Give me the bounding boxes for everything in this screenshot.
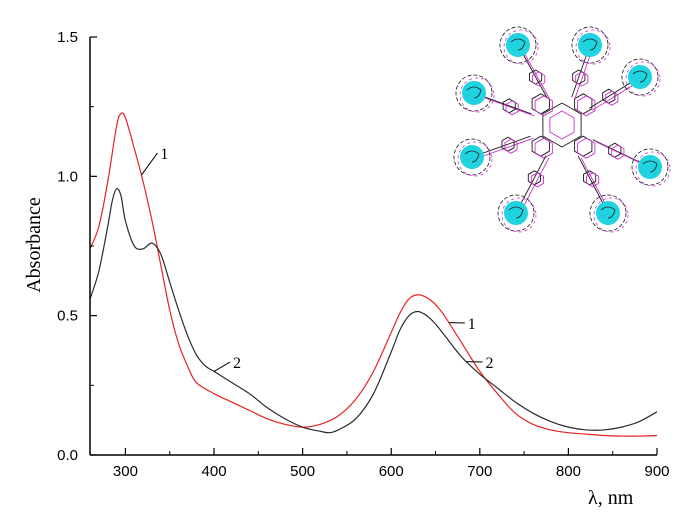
curve-label: 1	[468, 316, 476, 333]
cation-sphere	[578, 33, 602, 57]
crown-ether-arm	[571, 26, 611, 100]
crown-ether-arm	[592, 139, 671, 187]
curve-label-leader	[213, 361, 231, 372]
cation-sphere	[596, 201, 620, 225]
cation-sphere	[460, 145, 484, 169]
cation-sphere	[638, 155, 662, 179]
plot-area	[89, 112, 658, 437]
y-tick-label: 0.5	[57, 308, 78, 325]
crown-ether-arm	[499, 26, 550, 100]
y-tick-label: 1.0	[57, 168, 78, 185]
y-tick-label: 0.0	[57, 447, 78, 464]
cation-sphere	[628, 65, 652, 89]
molecule-structure-inset	[453, 26, 671, 233]
series-2-line	[89, 188, 658, 434]
curve-label-leader	[140, 152, 158, 176]
x-axis-title: λ, nm	[588, 487, 634, 509]
tick-labels: 300 400 500 600 700 800 900 0.0 0.5 1.0 1.5	[57, 29, 669, 480]
crown-ether-arm	[577, 155, 629, 233]
ticks	[90, 36, 658, 456]
cation-sphere	[504, 201, 528, 225]
x-tick-label: 400	[202, 463, 227, 480]
y-axis-title: Absorbance	[23, 197, 45, 293]
crown-ether-arm	[497, 155, 550, 233]
x-tick-label: 300	[113, 463, 138, 480]
crown-ether-arm	[589, 58, 661, 111]
curve-labels: 1 1 2 2	[140, 146, 494, 372]
crown-ether-arm	[453, 135, 534, 177]
curve-label: 2	[233, 355, 241, 372]
crown-ether-arm	[455, 74, 535, 117]
x-tick-label: 900	[644, 463, 669, 480]
x-tick-label: 800	[556, 463, 581, 480]
x-tick-label: 500	[290, 463, 315, 480]
series-1-line	[89, 112, 658, 437]
curve-label: 1	[160, 146, 168, 163]
cation-sphere	[506, 33, 530, 57]
curve-label: 2	[486, 355, 494, 372]
y-tick-label: 1.5	[57, 29, 78, 46]
x-tick-label: 600	[379, 463, 404, 480]
cation-sphere	[462, 81, 486, 105]
x-tick-label: 700	[467, 463, 492, 480]
